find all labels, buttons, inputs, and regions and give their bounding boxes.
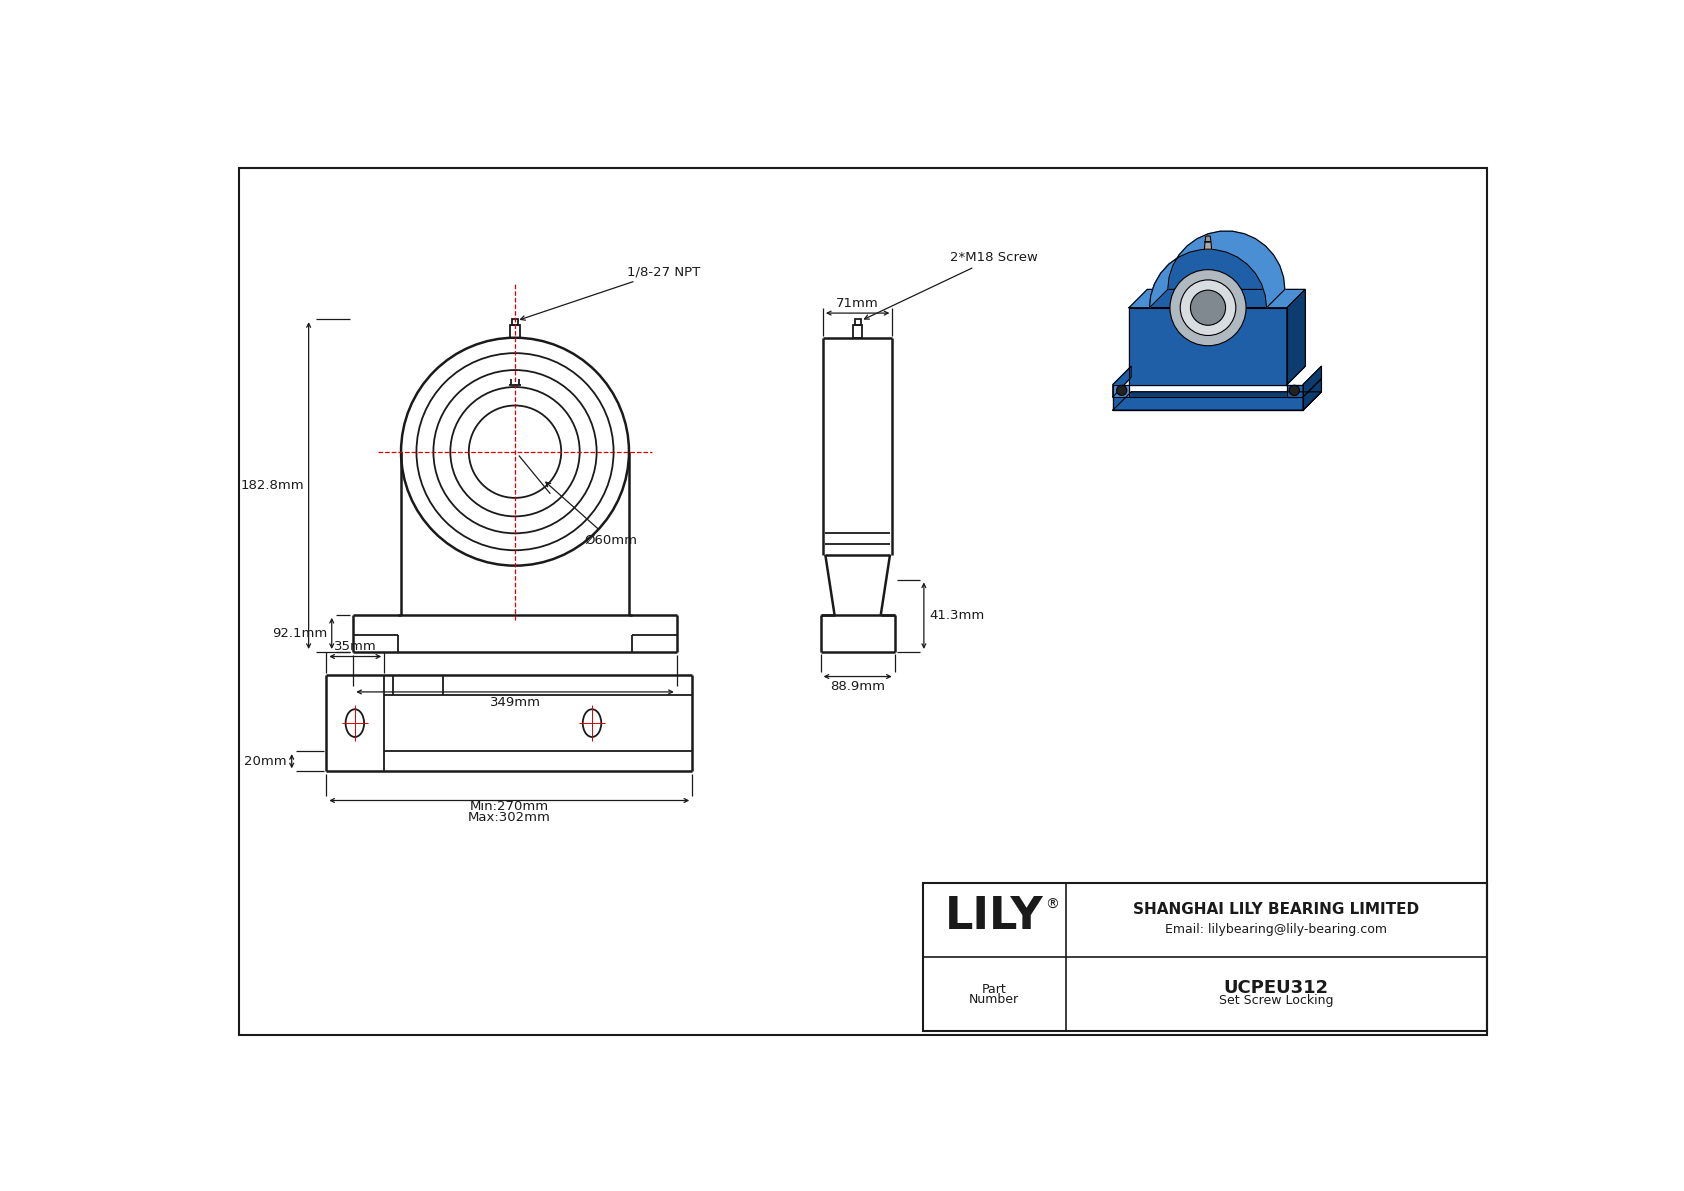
Text: 35mm: 35mm xyxy=(333,640,377,653)
Text: LILY: LILY xyxy=(945,896,1044,939)
Text: 71mm: 71mm xyxy=(837,298,879,311)
Polygon shape xyxy=(1128,307,1287,385)
Text: ®: ® xyxy=(1044,898,1059,911)
Polygon shape xyxy=(1204,242,1212,249)
Polygon shape xyxy=(1128,289,1305,307)
Polygon shape xyxy=(1303,366,1322,397)
Bar xyxy=(854,319,861,325)
Text: Ø60mm: Ø60mm xyxy=(546,482,637,547)
Polygon shape xyxy=(1113,385,1128,397)
Text: 182.8mm: 182.8mm xyxy=(241,479,305,492)
Circle shape xyxy=(1180,280,1236,336)
Text: Min:270mm: Min:270mm xyxy=(470,800,549,813)
Polygon shape xyxy=(1287,289,1305,385)
Bar xyxy=(510,325,520,338)
Bar xyxy=(923,883,1487,1030)
Text: Number: Number xyxy=(968,993,1019,1006)
Polygon shape xyxy=(1150,231,1285,307)
Polygon shape xyxy=(1150,249,1266,307)
Bar xyxy=(512,319,519,325)
Text: SHANGHAI LILY BEARING LIMITED: SHANGHAI LILY BEARING LIMITED xyxy=(1133,902,1420,917)
Text: Part: Part xyxy=(982,983,1007,996)
Text: 88.9mm: 88.9mm xyxy=(830,680,886,693)
Text: 20mm: 20mm xyxy=(244,755,286,768)
Circle shape xyxy=(1191,291,1226,325)
Polygon shape xyxy=(1206,236,1211,242)
Text: 1/8-27 NPT: 1/8-27 NPT xyxy=(520,266,701,320)
Circle shape xyxy=(1116,385,1127,395)
Polygon shape xyxy=(1113,392,1322,410)
Text: 41.3mm: 41.3mm xyxy=(930,610,985,622)
Circle shape xyxy=(1290,385,1300,395)
Polygon shape xyxy=(1113,366,1132,397)
Polygon shape xyxy=(1303,379,1322,410)
Text: 2*M18 Screw: 2*M18 Screw xyxy=(864,251,1037,319)
Text: 92.1mm: 92.1mm xyxy=(271,626,327,640)
Bar xyxy=(854,325,862,338)
Polygon shape xyxy=(1287,385,1303,397)
Text: Max:302mm: Max:302mm xyxy=(468,811,551,824)
Text: Email: lilybearing@lily-bearing.com: Email: lilybearing@lily-bearing.com xyxy=(1165,923,1388,936)
Text: Set Screw Locking: Set Screw Locking xyxy=(1219,994,1334,1008)
Circle shape xyxy=(1170,269,1246,345)
Polygon shape xyxy=(1113,397,1303,410)
Text: 349mm: 349mm xyxy=(490,697,541,709)
Text: UCPEU312: UCPEU312 xyxy=(1224,979,1329,997)
